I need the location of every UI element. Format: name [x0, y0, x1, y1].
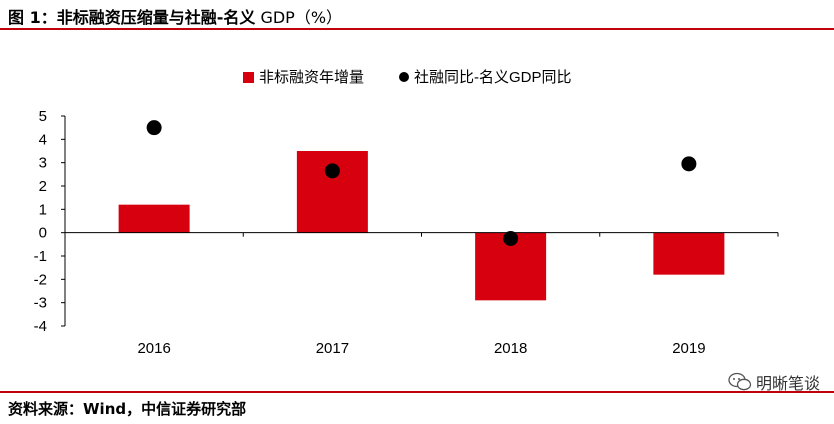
y-tick-label: 2	[39, 178, 47, 195]
chart-title-main: 图 1：非标融资压缩量与社融-名义	[8, 8, 256, 27]
legend-dot-swatch	[399, 72, 409, 82]
x-tick-label: 2016	[137, 340, 170, 357]
dot-2017	[324, 163, 340, 179]
top-divider	[0, 28, 834, 30]
dot-2016	[146, 120, 162, 136]
dot-2019	[681, 156, 697, 172]
y-tick-label: 1	[39, 201, 47, 218]
y-tick-label: -3	[34, 295, 47, 312]
legend-bar-label: 非标融资年增量	[259, 69, 364, 86]
watermark: 明晰笔谈	[728, 370, 820, 394]
bar-2019	[653, 232, 725, 275]
y-tick-label: 5	[39, 108, 47, 125]
legend: 非标融资年增量 社融同比-名义GDP同比	[243, 69, 572, 86]
y-tick-label: 0	[39, 225, 47, 242]
dot-series	[146, 120, 697, 246]
x-axis: 2016 2017 2018 2019	[64, 232, 779, 357]
y-tick-label: -4	[34, 318, 47, 335]
y-tick-label: 4	[39, 131, 47, 148]
x-tick-label: 2019	[672, 340, 705, 357]
y-axis: 5 4 3 2 1 0 -1 -2 -3 -4	[34, 108, 66, 335]
watermark-text: 明晰笔谈	[755, 374, 820, 393]
x-tick-label: 2017	[316, 340, 349, 357]
dot-2018	[503, 231, 519, 246]
legend-bar-swatch	[243, 72, 254, 83]
y-tick-label: -2	[34, 271, 47, 288]
bar-2017	[296, 151, 368, 233]
bottom-divider	[0, 391, 834, 393]
bar-series	[118, 151, 725, 301]
y-tick-label: -1	[34, 248, 47, 265]
wechat-icon	[728, 372, 752, 391]
chart-title: 图 1：非标融资压缩量与社融-名义 GDP（%）	[8, 4, 342, 28]
bar-2016	[118, 204, 190, 233]
chart-title-gdp: GDP（%）	[255, 8, 343, 27]
legend-dot-label: 社融同比-名义GDP同比	[414, 69, 572, 86]
y-tick-label: 3	[39, 155, 47, 172]
source-note: 资料来源：Wind，中信证券研究部	[8, 400, 247, 418]
x-tick-label: 2018	[494, 340, 527, 357]
